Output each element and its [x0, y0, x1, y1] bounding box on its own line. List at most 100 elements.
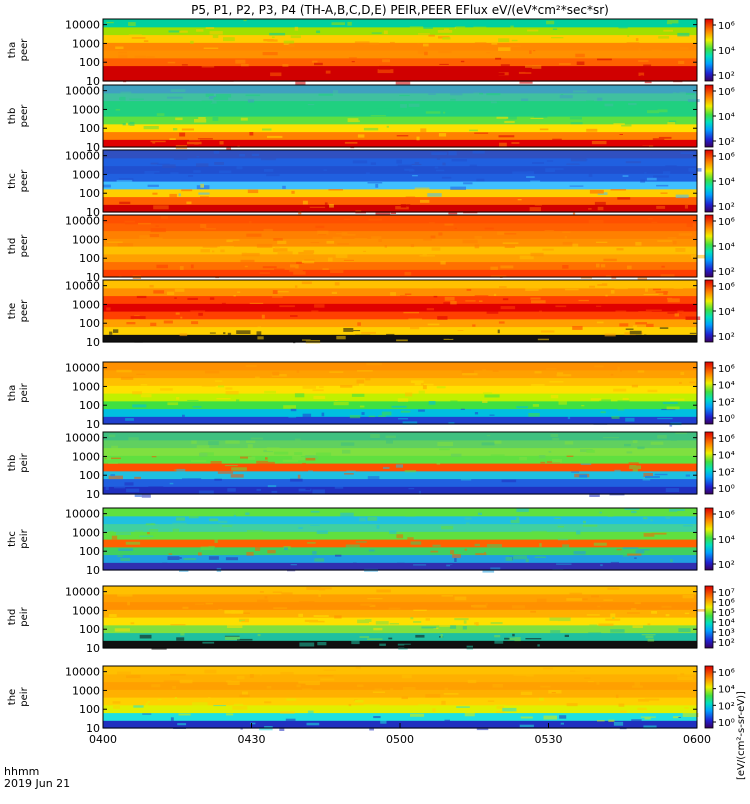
- spectrogram-band: [103, 447, 697, 456]
- spectrogram-band: [103, 57, 697, 67]
- panel-frame: [102, 279, 698, 343]
- colorbar-tick-label: 10³: [718, 628, 735, 639]
- colorbar: [704, 507, 714, 571]
- colorbar-tick-label: 10⁶: [718, 152, 735, 163]
- panel-species-label: peir: [19, 452, 30, 472]
- y-tick-label: 10: [86, 206, 100, 219]
- y-tick-label: 1000: [72, 168, 100, 181]
- spectrogram-band: [103, 165, 697, 174]
- spectrogram-band: [103, 108, 697, 117]
- panel-thb-peer: 10 100 1000 10000 thb peer 10² 10⁴ 10⁶: [7, 84, 735, 154]
- colorbar-tick-label: 10⁶: [718, 87, 735, 98]
- spectrogram-band: [103, 326, 697, 335]
- colorbar-units-label: [eV/(cm²-s-sr-eV)]: [736, 691, 747, 780]
- spectrogram-band: [103, 295, 697, 304]
- y-tick-label: 10000: [65, 215, 100, 228]
- colorbar-tick-label: 10²: [718, 467, 735, 478]
- colorbar-tick-label: 10⁴: [718, 177, 735, 188]
- colorbar: [704, 279, 714, 343]
- x-tick-label: 0600: [683, 733, 711, 746]
- spectrogram-band: [103, 666, 697, 675]
- spectrogram-band: [103, 697, 697, 706]
- spectrogram-band: [103, 85, 697, 94]
- colorbar-tick-label: 10²: [718, 267, 735, 278]
- panel-frame: [102, 214, 698, 278]
- y-tick-label: 10000: [65, 666, 100, 679]
- y-tick-label: 10: [86, 722, 100, 735]
- panel-the-peer: 10 100 1000 10000 the peer 10² 10⁴ 10⁶: [7, 279, 735, 349]
- panel-frame: [102, 585, 698, 649]
- spectrogram-band: [103, 215, 697, 224]
- x-tick-label: 0400: [89, 733, 117, 746]
- spectrogram-band: [103, 632, 697, 641]
- spectrogram-band: [103, 400, 697, 410]
- spectrogram-band: [103, 523, 697, 532]
- y-tick-label: 10000: [65, 19, 100, 32]
- colorbar-tick-label: 10⁴: [718, 451, 735, 462]
- y-tick-label: 100: [79, 252, 100, 265]
- panel-probe-label: the: [7, 689, 18, 705]
- panel-probe-label: thb: [7, 455, 18, 472]
- panel-probe-label: the: [7, 303, 18, 319]
- panel-species-label: peer: [19, 299, 30, 323]
- spectrogram-band: [103, 455, 697, 464]
- x-tick-label: 0430: [238, 733, 266, 746]
- panel-frame: [102, 18, 698, 82]
- spectrogram-band: [103, 393, 697, 402]
- x-tick-label: 0500: [386, 733, 414, 746]
- colorbar: [704, 149, 714, 213]
- colorbar-tick-label: 10²: [718, 701, 735, 712]
- panel-species-label: peer: [19, 104, 30, 128]
- colorbar-tick-label: 10⁶: [718, 282, 735, 293]
- y-tick-label: 1000: [72, 37, 100, 50]
- spectrogram-band: [103, 222, 697, 232]
- panel-frame: [102, 431, 698, 495]
- spectrogram-band: [103, 311, 697, 320]
- spectrogram-band: [103, 385, 697, 394]
- y-tick-label: 100: [79, 187, 100, 200]
- spectrogram-band: [103, 34, 697, 43]
- colorbar-tick-label: 10²: [718, 137, 735, 148]
- y-tick-label: 100: [79, 703, 100, 716]
- spectrogram-texture: [107, 215, 705, 281]
- spectrogram-band: [103, 439, 697, 449]
- spectrogram-band: [103, 617, 697, 626]
- colorbar-tick-label: 10⁴: [718, 307, 735, 318]
- spectrogram-band: [103, 196, 697, 205]
- y-tick-label: 100: [79, 623, 100, 636]
- colorbar-tick-label: 10⁴: [718, 112, 735, 123]
- colorbar-tick-label: 10²: [718, 332, 735, 343]
- spectrogram-band: [103, 681, 697, 690]
- y-tick-label: 10: [86, 75, 100, 88]
- panel-species-label: peir: [19, 382, 30, 402]
- panel-frame: [102, 361, 698, 425]
- panel-probe-label: tha: [7, 42, 18, 58]
- spectrogram-band: [103, 116, 697, 125]
- spectrogram-texture: [108, 508, 693, 573]
- spectrogram-band: [103, 253, 697, 263]
- spectrogram-band: [103, 562, 697, 571]
- colorbar-tick-label: 10⁶: [718, 510, 735, 521]
- y-tick-label: 10: [86, 488, 100, 501]
- spectrogram-band: [103, 334, 697, 343]
- colorbar-tick-label: 10⁴: [718, 46, 735, 57]
- spectrogram-band: [103, 269, 697, 278]
- y-tick-label: 1000: [72, 233, 100, 246]
- spectrogram-band: [103, 100, 697, 109]
- y-tick-label: 100: [79, 122, 100, 135]
- y-tick-label: 10: [86, 564, 100, 577]
- spectrogram-band: [103, 92, 697, 102]
- spectrogram-band: [103, 712, 697, 721]
- spectrogram-band: [103, 554, 697, 563]
- colorbar-tick-label: 10⁶: [718, 668, 735, 679]
- y-tick-label: 10: [86, 141, 100, 154]
- panel-species-label: peir: [19, 606, 30, 626]
- spectrogram-texture: [105, 362, 698, 427]
- spectrogram-band: [103, 173, 697, 182]
- spectrogram-band: [103, 673, 697, 683]
- spectrogram-band: [103, 303, 697, 312]
- panel-thb-peir: 10 100 1000 10000 thb peir 10⁰ 10² 10⁴ 10⁶: [7, 431, 735, 501]
- spectrogram-band: [103, 508, 697, 517]
- colorbar-tick-label: 10⁶: [718, 364, 735, 375]
